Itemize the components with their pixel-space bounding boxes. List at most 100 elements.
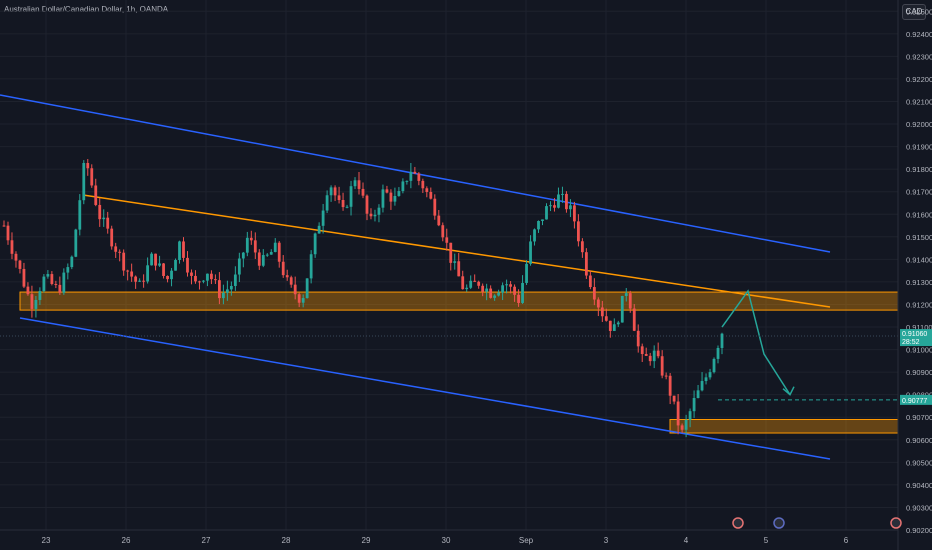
candle [166,275,169,283]
candle [214,274,217,284]
candle [573,201,576,229]
candle [704,373,708,385]
candle [660,350,664,379]
candle [612,318,616,332]
grid [0,0,898,531]
candle [317,222,321,234]
x-tick-label: Sep [519,536,534,545]
candle [158,255,161,267]
candle [58,276,62,295]
y-tick-label: 0.91500 [906,233,932,242]
candle [18,259,22,274]
candle [114,242,118,258]
candle [333,185,337,202]
y-tick-label: 0.91600 [906,210,932,219]
candle [461,270,465,290]
candle [42,274,46,293]
candle [664,372,668,380]
candle [206,273,209,287]
candle [449,242,453,271]
candle [712,357,716,374]
candle [600,300,604,322]
y-tick-label: 0.91400 [906,255,932,264]
x-tick-label: 26 [122,536,131,545]
candle [349,180,353,216]
candle [285,269,289,281]
candle [78,194,82,236]
candle [229,281,233,296]
projection-arrowhead [782,386,795,396]
candle [221,284,225,305]
candle [265,253,269,257]
candle [620,295,624,323]
candle [253,232,257,259]
event-icon[interactable] [732,517,744,529]
candles [2,159,724,438]
candle [684,414,688,438]
candle [521,275,524,304]
candle [608,320,612,338]
symbol-title: Australian Dollar/Canadian Dollar, 1h, O… [4,5,169,14]
candle [596,297,600,317]
x-axis: 23 26 27 28 29 30 Sep 3 4 5 6 [0,517,902,545]
candle [154,253,157,271]
event-icon[interactable] [773,517,785,529]
y-tick-label: 0.92000 [906,120,932,129]
candle [218,272,221,305]
candle [186,251,189,277]
currency-button[interactable]: CAD [902,4,926,20]
candle [122,249,126,276]
candle [261,249,265,268]
drawings [0,94,831,460]
x-tick-label: 28 [282,536,291,545]
candle [74,228,78,258]
trend-line [82,194,831,308]
candle [30,285,34,318]
candle [676,394,680,435]
candle [6,221,10,245]
x-tick-label: 4 [684,536,689,545]
candle [513,284,516,302]
candle [90,164,94,188]
candle [720,332,724,355]
y-tick-label: 0.91800 [906,165,932,174]
candle [102,209,106,227]
x-tick-label: 29 [362,536,371,545]
candle [489,285,493,299]
candle [592,278,596,306]
candle [445,228,449,251]
candle [425,186,429,198]
y-tick-label: 0.91000 [906,346,932,355]
candle [525,260,528,285]
candle [313,232,317,258]
candle [126,269,130,281]
y-tick-label: 0.92500 [906,7,932,16]
x-tick-label: 30 [442,536,451,545]
candle [146,257,149,284]
candle [369,208,373,220]
candle [529,235,532,266]
candle [473,274,477,282]
candle [210,270,213,285]
candle [417,172,421,186]
candle [469,275,473,290]
candle [38,287,42,305]
candle [477,280,481,289]
candle [716,345,720,364]
event-icon[interactable] [890,517,902,529]
candle [249,230,253,245]
candle [652,345,656,369]
y-tick-label: 0.90900 [906,368,932,377]
candle [481,283,485,297]
candle [465,284,469,292]
candle [533,228,536,246]
y-tick-label: 0.92100 [906,97,932,106]
candle [110,225,114,250]
candle [708,368,712,380]
candle [517,289,520,307]
candle [54,280,58,289]
candle [413,166,417,174]
candle [301,294,305,308]
candle [182,237,185,262]
